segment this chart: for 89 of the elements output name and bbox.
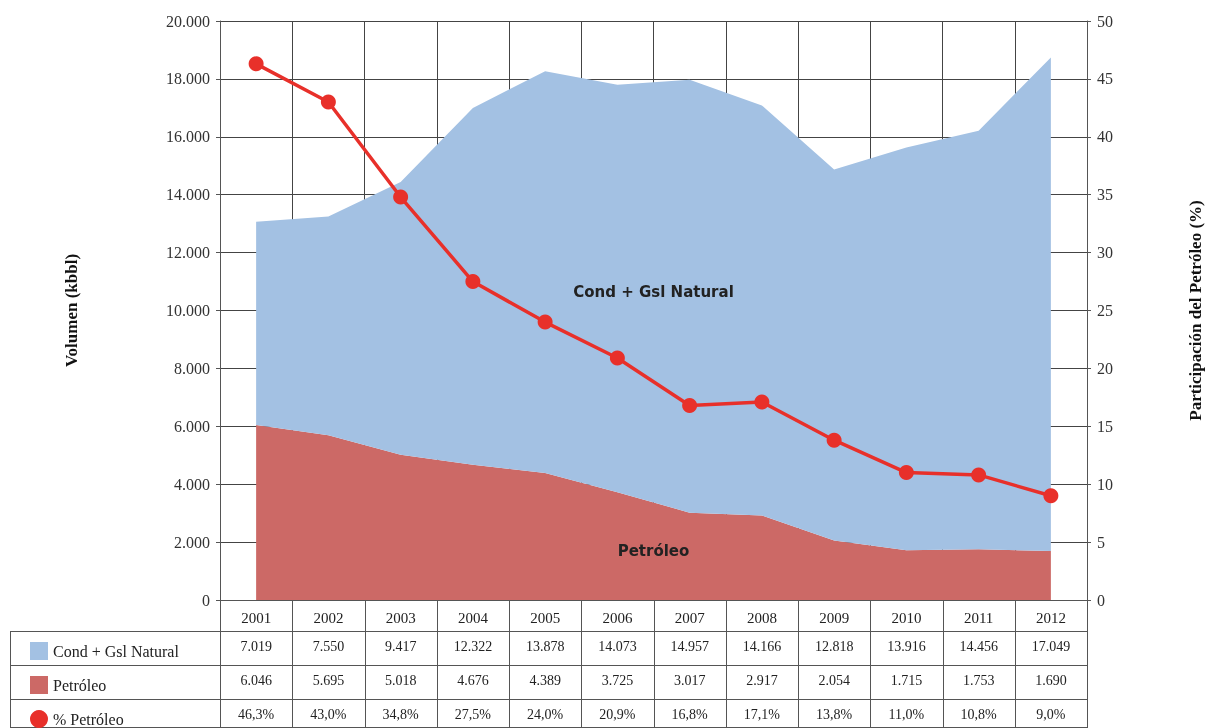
y2-tick-label: 15 xyxy=(1097,417,1113,435)
x-tick-label: 2009 xyxy=(819,609,850,626)
x-tick-label: 2008 xyxy=(746,609,777,626)
point xyxy=(393,189,409,205)
data-label: 24,0% xyxy=(526,707,565,723)
data-label: 12.322 xyxy=(452,639,494,655)
x-tick-label: 2006 xyxy=(602,609,633,626)
point xyxy=(754,394,770,410)
x-tick-label: 2012 xyxy=(1035,609,1066,626)
y2-tick-label: 30 xyxy=(1097,244,1113,262)
y-tick-label: 8.000 xyxy=(174,359,210,377)
data-label: 14.456 xyxy=(958,639,999,655)
data-label: 13,8% xyxy=(815,707,854,723)
data-label: 5.018 xyxy=(383,673,418,689)
legend-label: Cond + Gsl Natural xyxy=(53,642,180,660)
data-label: 43,0% xyxy=(309,707,348,723)
data-label: 7.550 xyxy=(311,639,346,655)
y-tick-label: 18.000 xyxy=(166,70,210,88)
data-label: 4.389 xyxy=(528,673,562,689)
point xyxy=(898,465,914,481)
point xyxy=(1043,488,1059,504)
data-label: 1.690 xyxy=(1034,673,1068,689)
point xyxy=(682,397,698,413)
y-tick-label: 2.000 xyxy=(174,533,210,551)
data-label: 16,8% xyxy=(670,707,709,723)
point xyxy=(465,274,481,290)
data-label: 13.916 xyxy=(886,639,927,655)
y-tick-label: 16.000 xyxy=(166,128,210,146)
y-axis-title: Volumen (kbbl) xyxy=(62,253,81,368)
data-label: 12.818 xyxy=(813,639,855,655)
data-label: 7.019 xyxy=(239,639,273,655)
x-tick-label: 2001 xyxy=(241,609,272,626)
y2-tick-label: 0 xyxy=(1097,591,1105,609)
data-label: 34,8% xyxy=(381,707,420,723)
y-tick-label: 10.000 xyxy=(166,302,210,319)
data-label: 20,9% xyxy=(598,707,637,723)
data-label: 10,8% xyxy=(959,707,998,723)
x-tick-label: 2003 xyxy=(385,609,416,626)
y-tick-label: 14.000 xyxy=(166,186,210,204)
x-tick-label: 2007 xyxy=(674,609,706,626)
text: Cond + Gsl Natural xyxy=(573,283,734,302)
y-tick-label: 4.000 xyxy=(174,475,210,493)
data-label: 9.417 xyxy=(383,639,418,655)
data-label: 4.676 xyxy=(456,673,490,689)
y-tick-label: 0 xyxy=(202,591,210,609)
data-label: 6.046 xyxy=(239,673,273,689)
data-label: 1.715 xyxy=(889,673,924,689)
data-label: 2.917 xyxy=(745,673,779,689)
point xyxy=(826,432,842,448)
y-tick-label: 12.000 xyxy=(166,244,210,262)
y-tick-label: 20.000 xyxy=(166,12,210,30)
data-label: 2.054 xyxy=(817,673,851,689)
data-label: 14.073 xyxy=(597,639,638,655)
point xyxy=(537,314,553,330)
data-label: 17,1% xyxy=(742,707,781,723)
y2-axis-title: Participación del Petróleo (%) xyxy=(1186,200,1205,421)
text: Petróleo xyxy=(617,542,690,561)
x-tick-label: 2002 xyxy=(313,609,344,626)
y2-tick-label: 35 xyxy=(1097,186,1113,204)
legend-label: % Petróleo xyxy=(53,710,124,728)
y2-tick-label: 25 xyxy=(1097,302,1113,319)
data-label: 3.725 xyxy=(600,673,635,689)
point xyxy=(320,94,336,110)
data-label: 9,0% xyxy=(1035,707,1067,723)
data-label: 11,0% xyxy=(887,707,926,723)
x-tick-label: 2010 xyxy=(891,609,922,626)
data-label: 17.049 xyxy=(1030,639,1072,655)
y2-tick-label: 45 xyxy=(1097,70,1113,88)
x-tick-label: 2005 xyxy=(530,609,561,626)
y2-tick-label: 40 xyxy=(1097,128,1113,146)
point xyxy=(609,350,625,366)
data-label: 13.878 xyxy=(524,639,566,655)
data-label: 14.957 xyxy=(669,639,710,655)
data-label: 27,5% xyxy=(453,707,492,723)
point xyxy=(971,467,987,483)
x-tick-label: 2011 xyxy=(963,609,994,626)
data-label: 5.695 xyxy=(311,673,346,689)
point xyxy=(248,56,264,72)
y2-tick-label: 5 xyxy=(1097,533,1105,551)
x-tick-label: 2004 xyxy=(457,609,489,626)
y2-tick-label: 10 xyxy=(1097,475,1113,493)
y-tick-label: 6.000 xyxy=(174,417,210,435)
y2-tick-label: 50 xyxy=(1097,12,1113,30)
data-label: 3.017 xyxy=(672,673,707,689)
data-label: 1.753 xyxy=(961,673,996,689)
legend-label: Petróleo xyxy=(53,676,107,694)
y2-tick-label: 20 xyxy=(1097,359,1113,377)
data-label: 46,3% xyxy=(237,707,276,723)
data-label: 14.166 xyxy=(741,639,783,655)
